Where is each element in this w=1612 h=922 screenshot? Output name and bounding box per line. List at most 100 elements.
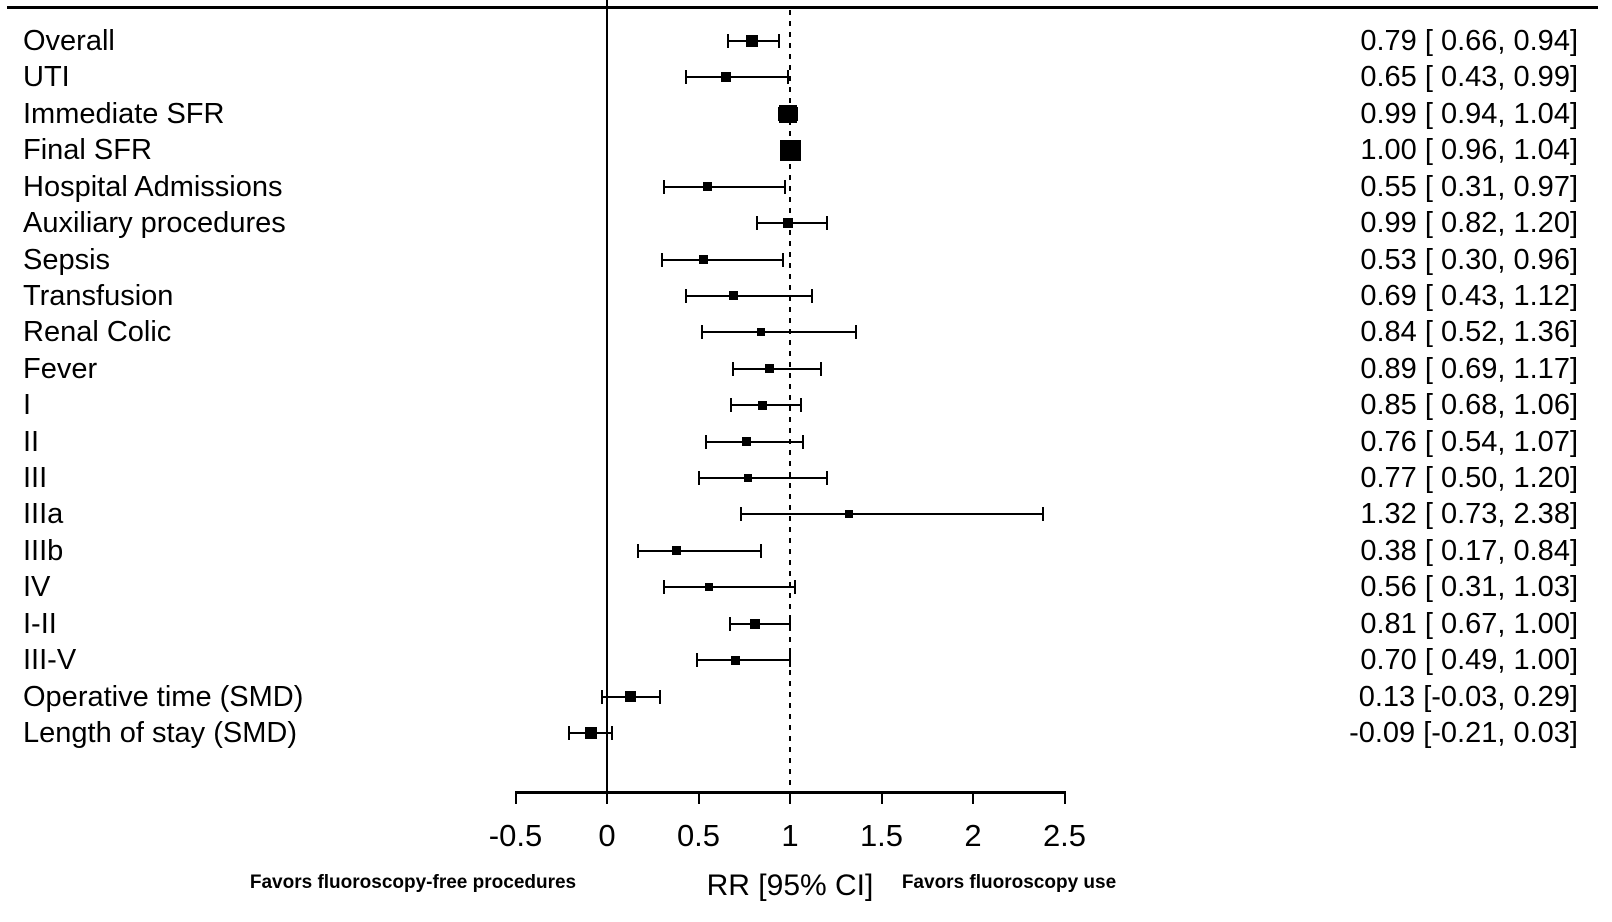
point-estimate-marker — [743, 474, 752, 483]
ci-whisker-cap — [684, 288, 687, 303]
ci-error-bar — [663, 586, 796, 589]
ci-whisker-cap — [697, 471, 700, 486]
row-label: II — [23, 425, 40, 458]
zero-reference-line — [606, 0, 608, 791]
row-label: IV — [23, 571, 51, 604]
ci-whisker-cap — [801, 434, 804, 449]
ci-whisker-cap — [789, 653, 791, 668]
ci-whisker-cap — [854, 325, 857, 340]
x-axis-tick-label: 1.5 — [859, 818, 904, 853]
point-estimate-marker — [699, 255, 709, 265]
point-estimate-marker — [783, 218, 794, 229]
x-axis-tick-label: 1 — [781, 818, 799, 853]
ci-whisker-cap — [796, 106, 799, 121]
ci-whisker-cap — [781, 252, 784, 267]
x-axis-tick — [972, 791, 974, 804]
ci-error-bar — [740, 513, 1043, 516]
favors-left-label: Favors fluoroscopy-free procedures — [249, 872, 577, 893]
ci-error-bar — [638, 549, 761, 552]
estimate-ci-value: 0.99 [ 0.94, 1.04] — [1360, 97, 1578, 130]
ci-whisker-cap — [637, 543, 640, 558]
row-label: Transfusion — [23, 279, 174, 312]
ci-whisker-cap — [1041, 507, 1044, 522]
ci-whisker-cap — [732, 361, 735, 376]
ci-whisker-cap — [695, 653, 698, 668]
estimate-ci-value: 0.69 [ 0.43, 1.12] — [1360, 279, 1578, 312]
point-estimate-marker — [779, 139, 801, 161]
point-estimate-marker — [584, 726, 597, 739]
ci-whisker-cap — [600, 689, 603, 704]
row-label: IIIa — [23, 498, 64, 531]
top-rule — [7, 6, 1598, 9]
ci-whisker-cap — [759, 543, 762, 558]
x-axis-tick — [697, 791, 700, 804]
row-label: Operative time (SMD) — [23, 680, 304, 713]
ci-whisker-cap — [810, 288, 813, 303]
point-estimate-marker — [625, 691, 637, 703]
x-axis-tick-label: -0.5 — [488, 818, 543, 853]
ci-whisker-cap — [789, 616, 791, 631]
row-label: Final SFR — [23, 134, 152, 167]
row-label: Auxiliary procedures — [23, 207, 286, 240]
estimate-ci-value: 0.99 [ 0.82, 1.20] — [1360, 207, 1578, 240]
estimate-ci-value: 0.85 [ 0.68, 1.06] — [1360, 389, 1578, 422]
row-label: IIIb — [23, 534, 64, 567]
ci-whisker-cap — [726, 34, 729, 48]
row-label: Length of stay (SMD) — [23, 716, 297, 749]
ci-whisker-cap — [684, 70, 687, 85]
point-estimate-marker — [745, 35, 758, 47]
ci-error-bar — [733, 367, 822, 370]
estimate-ci-value: 0.89 [ 0.69, 1.17] — [1360, 352, 1578, 385]
x-axis-title: RR [95% CI] — [706, 869, 874, 902]
x-axis-tick — [789, 791, 791, 804]
x-axis-tick — [880, 791, 883, 804]
point-estimate-marker — [728, 291, 738, 301]
ci-whisker-cap — [662, 179, 665, 194]
ci-whisker-cap — [825, 471, 828, 486]
x-axis-tick — [1063, 791, 1066, 804]
ci-whisker-cap — [611, 725, 614, 740]
estimate-ci-value: 0.81 [ 0.67, 1.00] — [1360, 607, 1578, 640]
ci-error-bar — [685, 294, 812, 297]
ci-whisker-cap — [778, 106, 781, 121]
row-label: Renal Colic — [23, 316, 172, 349]
x-axis-tick — [606, 791, 608, 804]
point-estimate-marker — [844, 510, 853, 519]
ci-whisker-cap — [730, 398, 733, 413]
ci-whisker-cap — [799, 398, 802, 413]
point-estimate-marker — [672, 546, 682, 556]
ci-whisker-cap — [820, 361, 823, 376]
row-label: III — [23, 462, 48, 495]
estimate-ci-value: 0.53 [ 0.30, 0.96] — [1360, 243, 1578, 276]
ci-whisker-cap — [662, 580, 665, 595]
point-estimate-marker — [741, 437, 751, 447]
ci-whisker-cap — [567, 725, 570, 740]
point-estimate-marker — [765, 364, 775, 374]
ci-error-bar — [705, 440, 803, 443]
x-axis-tick-label: 0.5 — [676, 818, 721, 853]
ci-whisker-cap — [794, 580, 797, 595]
point-estimate-marker — [779, 104, 798, 123]
point-estimate-marker — [705, 583, 714, 592]
estimate-ci-value: 0.56 [ 0.31, 1.03] — [1360, 571, 1578, 604]
x-axis-tick-label: 2.5 — [1042, 818, 1087, 853]
row-label: Fever — [23, 352, 98, 385]
estimate-ci-value: 1.00 [ 0.96, 1.04] — [1360, 134, 1578, 167]
x-axis-tick-label: 0 — [598, 818, 616, 853]
x-axis-tick — [514, 791, 517, 804]
ci-error-bar — [702, 331, 856, 334]
ci-whisker-cap — [701, 325, 704, 340]
point-estimate-marker — [703, 182, 713, 192]
row-label: Hospital Admissions — [23, 170, 283, 203]
estimate-ci-value: 0.13 [-0.03, 0.29] — [1358, 680, 1578, 713]
estimate-ci-value: 0.76 [ 0.54, 1.07] — [1360, 425, 1578, 458]
ci-whisker-cap — [756, 216, 759, 231]
point-estimate-marker — [730, 655, 740, 665]
row-label: Sepsis — [23, 243, 111, 276]
point-estimate-marker — [756, 328, 765, 337]
row-label: Overall — [23, 25, 115, 57]
estimate-ci-value: 0.38 [ 0.17, 0.84] — [1360, 534, 1578, 567]
estimate-ci-value: -0.09 [-0.21, 0.03] — [1349, 716, 1578, 749]
point-estimate-marker — [750, 618, 761, 629]
